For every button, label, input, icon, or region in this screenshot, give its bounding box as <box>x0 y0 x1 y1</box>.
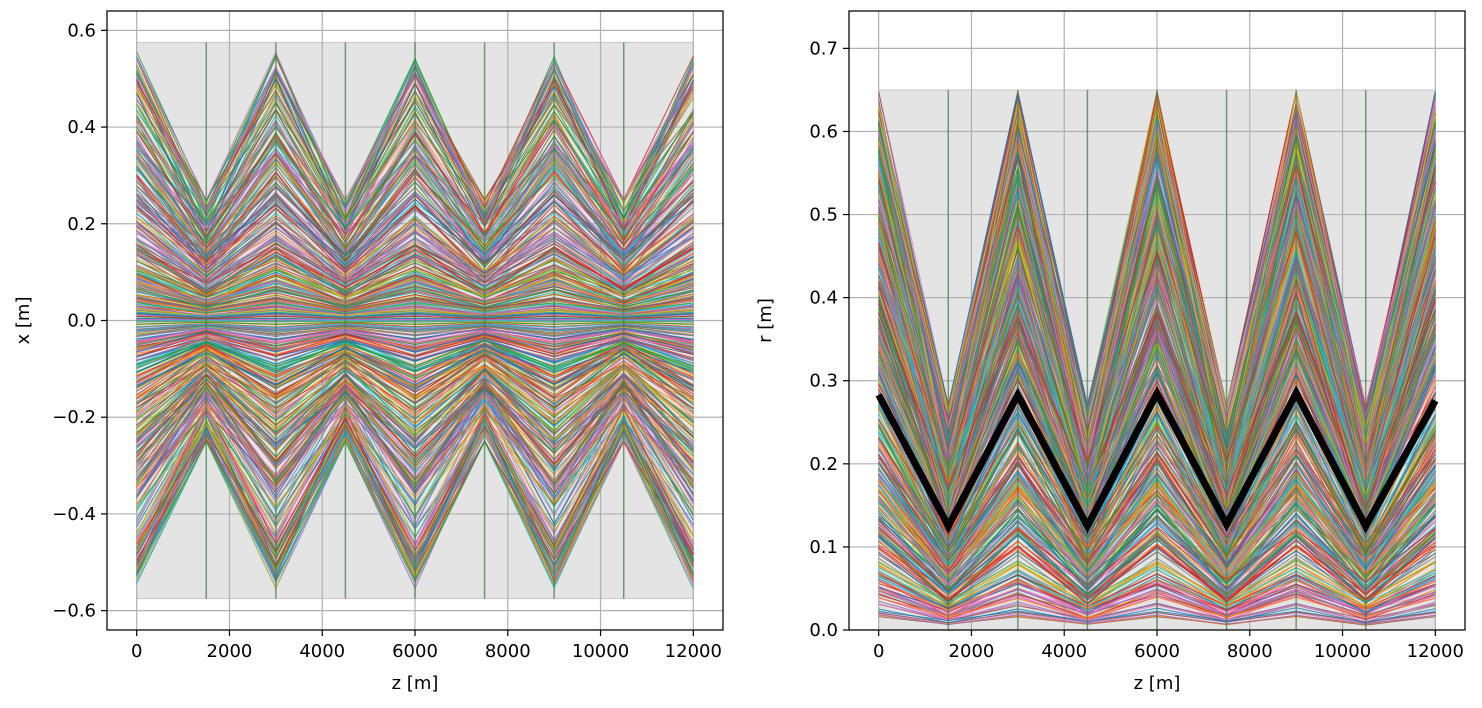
x-tick-label: 8000 <box>1227 641 1273 662</box>
right-x-axis-label: z [m] <box>1134 673 1181 694</box>
x-tick-label: 4000 <box>299 641 345 662</box>
left-plot: 0 2000 4000 6000 8000 10000 12000 −0.6 −0.4 −0.2 0… <box>13 11 723 694</box>
y-tick-label: 0.4 <box>67 117 96 138</box>
y-tick-label: 0.0 <box>809 620 838 641</box>
y-tick-label: 0.1 <box>809 537 838 558</box>
x-tick-label: 12000 <box>665 641 722 662</box>
y-tick-label: −0.6 <box>52 601 96 622</box>
left-y-axis-label: x [m] <box>13 297 34 345</box>
x-tick-label: 2000 <box>949 641 995 662</box>
y-tick-label: 0.2 <box>809 454 838 475</box>
left-x-axis-label: z [m] <box>392 673 439 694</box>
right-y-axis-label: r [m] <box>755 298 776 343</box>
y-tick-label: 0.4 <box>809 288 838 309</box>
y-tick-label: −0.2 <box>52 407 96 428</box>
x-tick-label: 0 <box>873 641 884 662</box>
y-tick-label: −0.4 <box>52 504 96 525</box>
x-tick-label: 12000 <box>1407 641 1464 662</box>
x-tick-label: 4000 <box>1041 641 1087 662</box>
y-tick-label: 0.5 <box>809 205 838 226</box>
x-tick-label: 0 <box>131 641 142 662</box>
x-tick-label: 2000 <box>207 641 253 662</box>
x-tick-label: 10000 <box>572 641 629 662</box>
x-tick-label: 6000 <box>392 641 438 662</box>
y-tick-label: 0.0 <box>67 311 96 332</box>
x-tick-label: 10000 <box>1314 641 1371 662</box>
x-tick-label: 8000 <box>485 641 531 662</box>
x-tick-label: 6000 <box>1134 641 1180 662</box>
y-tick-label: 0.3 <box>809 371 838 392</box>
y-tick-label: 0.2 <box>67 214 96 235</box>
right-plot: 0 2000 4000 6000 8000 10000 12000 0.0 0.1 0.2 0.3 0… <box>755 11 1465 694</box>
y-tick-label: 0.6 <box>67 20 96 41</box>
y-tick-label: 0.7 <box>809 38 838 59</box>
y-tick-label: 0.6 <box>809 121 838 142</box>
